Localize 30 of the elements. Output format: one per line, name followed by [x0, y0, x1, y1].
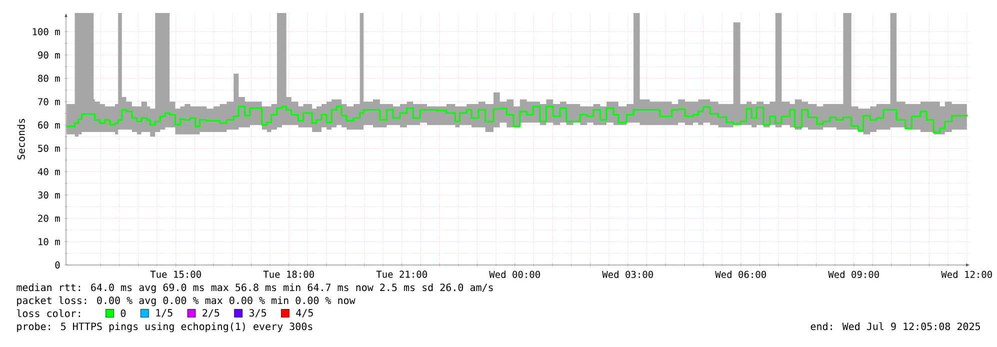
y-tick-label: 10 m: [38, 238, 60, 246]
text: probe: 5 HTTPS pings using echoping(1) every 300s: [17, 322, 312, 332]
legend-label: 3/5: [249, 309, 266, 318]
y-tick-label: 60 m: [38, 121, 60, 129]
y-tick-label: 30 m: [38, 191, 60, 199]
legend-label: 4/5: [296, 309, 313, 318]
y-tick-label: 40 m: [38, 168, 60, 176]
x-tick-label: Tue 21:00: [376, 270, 427, 278]
x-tick-label: Wed 06:00: [715, 270, 766, 278]
legend-title: loss color:: [16, 309, 80, 318]
x-tick-label: Wed 12:00: [941, 270, 992, 278]
legend-label: 2/5: [202, 309, 220, 318]
x-tick-label: Tue 15:00: [150, 270, 201, 278]
legend-label: 1/5: [156, 309, 172, 318]
y-tick-label: 100 m: [32, 28, 60, 36]
legend-label: 0: [120, 309, 126, 318]
y-axis-title: Seconds: [17, 118, 25, 160]
x-tick-label: Wed 03:00: [602, 270, 653, 278]
y-tick-label: 50 m: [38, 144, 60, 152]
text: end: Wed Jul 9 12:05:08 2025: [810, 322, 980, 330]
y-tick-label: 70 m: [38, 98, 60, 106]
y-tick-label: 0: [55, 261, 60, 269]
text: packet loss: 0.00 % avg 0.00 % max 0.00 % min 0.00 % now: [17, 296, 356, 306]
x-tick-label: Wed 00:00: [489, 270, 540, 278]
y-tick-label: 80 m: [38, 74, 60, 82]
x-tick-label: Wed 09:00: [828, 270, 879, 278]
y-tick-label: 90 m: [38, 51, 60, 59]
text: median rtt: 64.0 ms avg 69.0 ms max 56.8 ms min 64.7 ms now 2.5 ms sd 26.0 am/s: [16, 283, 493, 294]
x-tick-label: Tue 18:00: [263, 270, 314, 278]
y-tick-label: 20 m: [38, 214, 60, 222]
